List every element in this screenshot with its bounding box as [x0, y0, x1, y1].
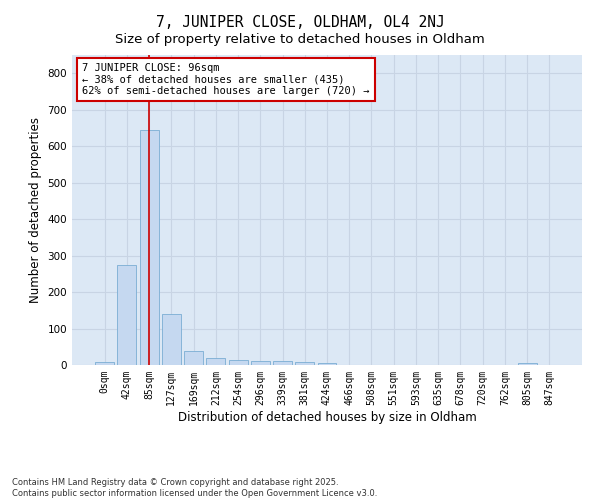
Text: 7 JUNIPER CLOSE: 96sqm
← 38% of detached houses are smaller (435)
62% of semi-de: 7 JUNIPER CLOSE: 96sqm ← 38% of detached… [82, 62, 370, 96]
Bar [162, 314, 181, 365]
Bar [229, 360, 248, 365]
Text: Size of property relative to detached houses in Oldham: Size of property relative to detached ho… [115, 32, 485, 46]
Bar [184, 351, 203, 365]
Bar [140, 130, 158, 365]
Bar [295, 362, 314, 365]
Bar [251, 360, 270, 365]
X-axis label: Distribution of detached houses by size in Oldham: Distribution of detached houses by size … [178, 410, 476, 424]
Text: Contains HM Land Registry data © Crown copyright and database right 2025.
Contai: Contains HM Land Registry data © Crown c… [12, 478, 377, 498]
Text: 7, JUNIPER CLOSE, OLDHAM, OL4 2NJ: 7, JUNIPER CLOSE, OLDHAM, OL4 2NJ [155, 15, 445, 30]
Bar [118, 264, 136, 365]
Bar [95, 362, 114, 365]
Bar [206, 358, 225, 365]
Bar [273, 360, 292, 365]
Bar [518, 363, 536, 365]
Y-axis label: Number of detached properties: Number of detached properties [29, 117, 42, 303]
Bar [317, 363, 337, 365]
